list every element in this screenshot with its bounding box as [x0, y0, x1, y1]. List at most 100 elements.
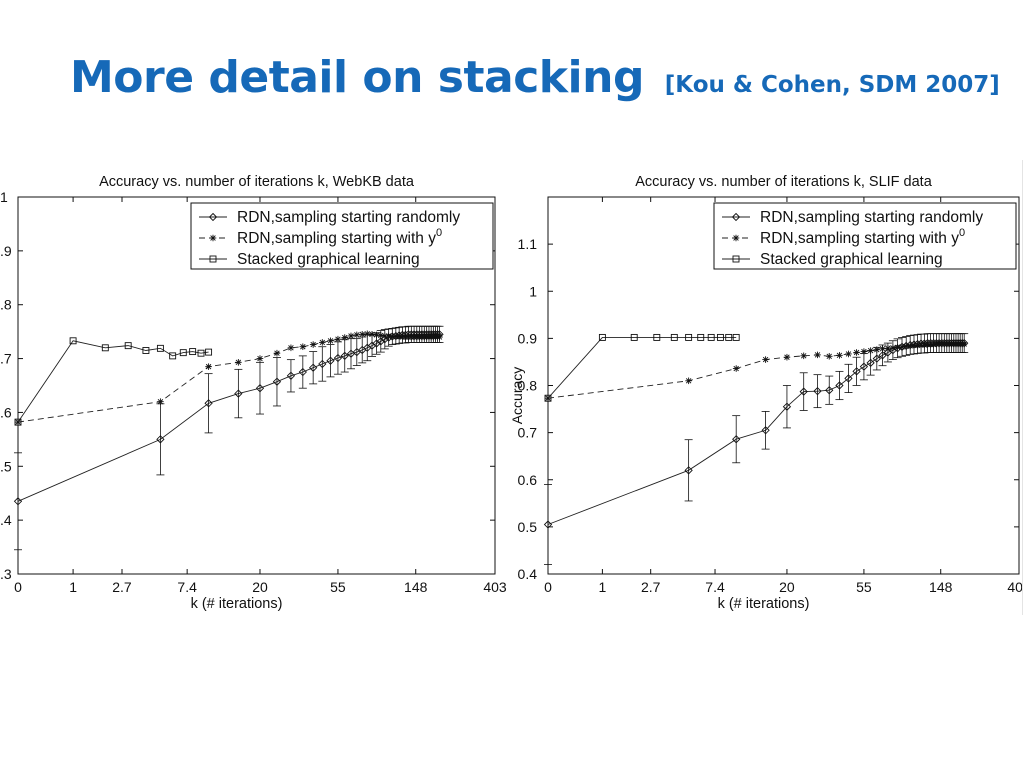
x-tick-label: 7.4 [177, 579, 197, 595]
y-tick-label: .9 [0, 243, 12, 259]
data-point [707, 333, 715, 341]
data-point [319, 339, 326, 346]
data-point [286, 371, 296, 380]
y-tick-label: .6 [0, 404, 12, 420]
x-tick-label: 7.4 [705, 579, 725, 595]
chart-slif: Accuracy vs. number of iterations k, SLI… [512, 160, 1023, 615]
data-point [101, 344, 109, 352]
error-bar [352, 338, 361, 366]
legend-label: RDN,sampling starting randomly [760, 209, 983, 226]
legend-label: RDN,sampling starting with y0 [760, 227, 965, 247]
data-point [363, 330, 371, 338]
y-tick-label: 1 [0, 189, 8, 205]
data-point [732, 365, 740, 372]
data-point [142, 347, 150, 354]
data-point [326, 356, 335, 365]
data-point [670, 333, 678, 341]
data-point [287, 344, 295, 352]
data-point [872, 354, 881, 363]
data-point [189, 348, 197, 356]
data-point [204, 399, 213, 408]
data-point [340, 351, 349, 361]
series-star [14, 330, 443, 426]
x-tick-label: 403 [1007, 579, 1022, 595]
data-point [859, 362, 869, 371]
data-point [255, 384, 265, 393]
error-bar [782, 385, 791, 429]
data-point [436, 333, 443, 341]
error-bar [684, 439, 693, 502]
data-point [327, 337, 334, 345]
error-bar [732, 415, 741, 464]
data-point [894, 344, 901, 351]
error-bar [852, 356, 861, 386]
data-point [879, 345, 886, 353]
series-line [547, 343, 965, 399]
y-tick-label: 0.8 [518, 378, 538, 394]
data-point [598, 333, 606, 341]
y-tick-label: 1.1 [518, 236, 538, 252]
data-point [256, 355, 264, 362]
data-point [14, 418, 22, 426]
data-point [853, 349, 860, 356]
data-point [845, 350, 852, 358]
legend-marker [732, 234, 740, 242]
data-point [543, 520, 553, 529]
data-point [884, 344, 892, 352]
x-tick-label: 403 [483, 579, 507, 595]
legend-entry: RDN,sampling starting with y0 [199, 227, 442, 247]
data-point [358, 331, 366, 338]
error-bar [286, 359, 295, 393]
legend-marker [208, 212, 218, 222]
error-bar [799, 372, 808, 411]
data-point [825, 386, 834, 395]
slide-citation: [Kou & Cohen, SDM 2007] [664, 72, 1000, 98]
legend-label: RDN,sampling starting with y0 [237, 227, 442, 247]
data-point [298, 367, 307, 377]
data-point [309, 341, 317, 348]
legend-marker [732, 255, 740, 263]
data-point [860, 348, 868, 355]
legend-label: Stacked graphical learning [760, 251, 943, 268]
data-point [14, 418, 22, 426]
series-star [544, 340, 968, 402]
data-point [867, 347, 874, 354]
data-point [347, 332, 355, 340]
data-point [544, 394, 552, 402]
data-point [813, 387, 822, 396]
legend: RDN,sampling starting randomlyRDN,sampli… [713, 202, 1017, 270]
x-tick-label: 55 [856, 579, 872, 595]
data-point [156, 435, 165, 444]
slide-title-text: More detail on stacking [70, 52, 644, 103]
data-point [732, 333, 740, 341]
legend-entry: RDN,sampling starting with y0 [722, 227, 965, 247]
data-point [124, 342, 132, 350]
data-point [814, 351, 821, 359]
data-point [341, 334, 349, 341]
chart-webkb-svg: Accuracy vs. number of iterations k, Web… [0, 160, 510, 615]
x-tick-label: 20 [779, 579, 795, 595]
legend-entry: RDN,sampling starting randomly [199, 209, 460, 226]
error-bar [813, 374, 822, 409]
data-point [844, 374, 853, 383]
error-bar [309, 351, 318, 385]
x-tick-label: 55 [330, 579, 346, 595]
error-bar [204, 373, 213, 434]
data-point [761, 426, 770, 435]
data-point [273, 349, 281, 357]
x-tick-label: 2.7 [641, 579, 661, 595]
error-bar [14, 452, 22, 551]
y-tick-label: 0.6 [518, 472, 538, 488]
data-point [169, 352, 177, 360]
legend-marker [731, 212, 741, 222]
error-bar [835, 370, 844, 401]
data-point [653, 333, 661, 341]
data-point [889, 344, 897, 352]
data-point [697, 333, 705, 341]
error-bar [544, 484, 552, 565]
data-point [197, 349, 205, 357]
data-point [902, 343, 910, 350]
error-bar [318, 346, 327, 382]
data-point [852, 367, 861, 376]
data-point [799, 387, 808, 396]
